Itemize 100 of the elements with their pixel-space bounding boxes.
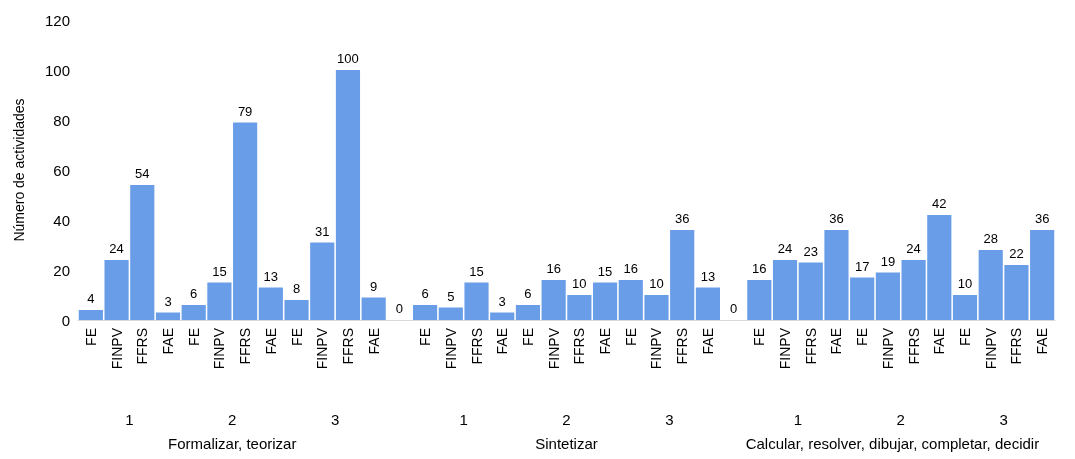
data-label: 24 <box>109 241 124 256</box>
x-tick-label: FE <box>622 328 639 346</box>
data-label: 6 <box>524 286 532 301</box>
x-tick-label: FFRS <box>1008 328 1025 365</box>
x-tick-label: FFRS <box>674 328 691 365</box>
text: Calcular, resolver, dibujar, completar, decidir <box>745 435 1040 452</box>
x-tick-label: FE <box>417 328 434 346</box>
x-tick-label: FAE <box>159 328 176 355</box>
y-tick-label: 0 <box>61 311 70 329</box>
x-tick-label: FFRS <box>802 328 819 365</box>
x-tick-label: FINPV <box>545 327 562 370</box>
data-label: 15 <box>469 263 484 279</box>
data-label: 28 <box>983 231 998 246</box>
data-label: 19 <box>880 253 896 269</box>
bar <box>875 272 900 320</box>
x-tick-label: FFRS <box>468 328 485 365</box>
x-tick-label: FE <box>288 328 305 346</box>
text: Sintetizar <box>535 435 598 452</box>
x-tick-label: FAE <box>828 328 845 355</box>
y-tick-label: 100 <box>44 61 70 79</box>
x-tick-label: FFRS <box>571 328 588 365</box>
x-tick-label: FE <box>751 328 768 346</box>
text: 2 <box>562 411 571 428</box>
text: Formalizar, teorizar <box>168 435 297 452</box>
data-label: 22 <box>1009 246 1024 261</box>
data-label: 0 <box>730 301 738 316</box>
data-label: 13 <box>700 268 716 284</box>
data-label: 54 <box>135 166 150 181</box>
y-axis-title: Número de actividades <box>11 98 27 242</box>
x-tick-label: FINPV <box>648 327 665 370</box>
text: 1 <box>459 411 468 428</box>
text: 1 <box>125 411 134 428</box>
data-label: 15 <box>212 263 227 279</box>
x-tick-label: FE <box>519 328 536 346</box>
bar <box>233 122 258 320</box>
data-label: 79 <box>237 103 253 119</box>
x-tick-label: FFRS <box>905 328 922 365</box>
text: 2 <box>228 411 237 428</box>
y-tick-label: 40 <box>53 211 70 229</box>
bar <box>695 287 720 320</box>
bar <box>772 260 798 320</box>
data-label: 10 <box>957 276 973 291</box>
data-label: 16 <box>546 261 561 276</box>
data-label: 16 <box>623 261 639 276</box>
data-label: 36 <box>829 211 844 226</box>
data-label: 0 <box>395 301 403 316</box>
x-tick-label: FINPV <box>314 327 331 370</box>
x-tick-label: FINPV <box>108 327 125 370</box>
data-label: 42 <box>932 196 947 211</box>
x-tick-label: FAE <box>699 328 716 355</box>
data-label: 23 <box>803 243 818 259</box>
x-tick-label: FFRS <box>134 328 151 365</box>
bar <box>592 282 618 320</box>
text: 3 <box>665 411 674 428</box>
data-label: 3 <box>498 293 506 309</box>
data-label: 17 <box>854 258 870 274</box>
y-tick-label: 80 <box>53 111 70 129</box>
x-tick-label: FAE <box>365 328 382 355</box>
x-tick-label: FE <box>854 328 871 346</box>
data-label: 15 <box>597 263 613 279</box>
y-tick-label: 120 <box>44 11 70 29</box>
data-label: 6 <box>421 286 429 301</box>
bar <box>361 297 386 320</box>
bar <box>747 280 772 320</box>
x-tick-label: FINPV <box>777 327 794 370</box>
data-label: 5 <box>447 288 455 304</box>
x-tick-label: FE <box>82 328 99 346</box>
data-label: 6 <box>190 286 198 301</box>
data-label: 100 <box>337 51 359 66</box>
bar <box>515 305 541 320</box>
x-tick-label: FINPV <box>442 327 459 370</box>
x-tick-label: FAE <box>1034 328 1051 355</box>
x-tick-label: FINPV <box>879 327 896 370</box>
text: 1 <box>793 411 803 428</box>
y-tick-label: 20 <box>53 261 70 279</box>
data-label: 16 <box>752 261 767 276</box>
x-tick-label: FAE <box>597 328 614 355</box>
text: 3 <box>999 411 1008 428</box>
data-label: 36 <box>1034 211 1050 226</box>
data-label: 3 <box>164 293 172 309</box>
data-label: 10 <box>649 276 664 291</box>
data-label: 36 <box>674 211 690 226</box>
text: 3 <box>330 411 340 428</box>
x-tick-label: FFRS <box>339 328 356 365</box>
x-tick-label: FAE <box>494 328 511 355</box>
x-tick-label: FINPV <box>982 327 999 370</box>
x-tick-label: FE <box>957 328 974 346</box>
data-label: 13 <box>263 268 279 284</box>
x-tick-label: FINPV <box>211 327 228 370</box>
data-label: 4 <box>87 291 95 306</box>
data-label: 10 <box>572 276 587 291</box>
text: 2 <box>896 411 905 428</box>
data-label: 9 <box>370 278 378 294</box>
x-tick-label: FAE <box>931 328 948 355</box>
x-tick-label: FAE <box>262 328 279 355</box>
y-tick-label: 60 <box>53 161 70 179</box>
bar <box>413 305 438 320</box>
data-label: 24 <box>906 241 921 256</box>
data-label: 8 <box>292 281 301 296</box>
x-tick-label: FFRS <box>237 328 254 365</box>
